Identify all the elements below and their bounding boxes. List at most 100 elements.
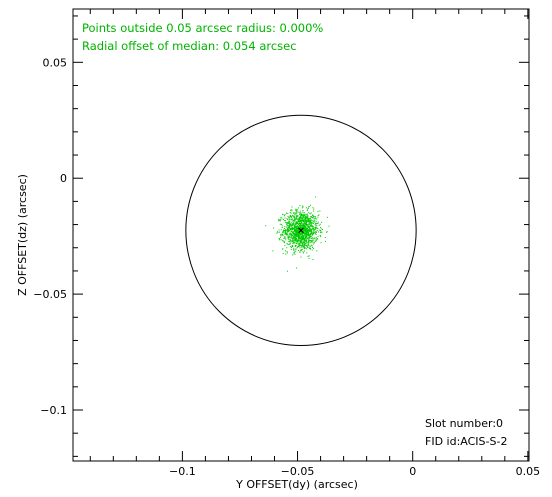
scatter-point xyxy=(293,222,295,224)
scatter-point xyxy=(308,229,310,231)
scatter-point xyxy=(290,233,292,235)
scatter-point xyxy=(301,234,303,236)
scatter-point xyxy=(291,218,293,220)
scatter-point xyxy=(319,234,321,236)
scatter-point xyxy=(297,232,299,234)
scatter-point xyxy=(290,214,292,216)
scatter-point xyxy=(310,225,312,227)
scatter-point xyxy=(304,215,306,217)
scatter-point xyxy=(296,267,298,269)
scatter-point xyxy=(286,243,288,245)
scatter-point xyxy=(304,243,306,245)
scatter-point xyxy=(297,211,299,213)
scatter-point xyxy=(291,216,293,218)
scatter-point xyxy=(300,216,302,218)
scatter-point xyxy=(306,245,308,247)
scatter-point xyxy=(318,224,320,226)
scatter-point xyxy=(293,236,295,238)
scatter-point xyxy=(295,228,297,230)
scatter-point xyxy=(310,245,312,247)
scatter-point xyxy=(296,215,298,217)
scatter-point xyxy=(290,230,292,232)
scatter-point xyxy=(297,223,299,225)
scatter-point xyxy=(298,220,300,222)
scatter-point xyxy=(312,207,314,209)
scatter-point xyxy=(294,238,296,240)
y-tick-label: −0.05 xyxy=(33,288,67,301)
scatter-point xyxy=(295,221,297,223)
scatter-point xyxy=(295,231,297,233)
scatter-point xyxy=(298,243,300,245)
scatter-point xyxy=(303,239,305,241)
scatter-point xyxy=(289,215,291,217)
scatter-point xyxy=(280,220,282,222)
scatter-point xyxy=(311,234,313,236)
scatter-point xyxy=(314,232,316,234)
scatter-point xyxy=(312,232,314,234)
scatter-point xyxy=(284,225,286,227)
scatter-point xyxy=(314,238,316,240)
scatter-point xyxy=(291,222,293,224)
scatter-point xyxy=(295,243,297,245)
scatter-point xyxy=(303,243,305,245)
scatter-point xyxy=(289,212,291,214)
scatter-point xyxy=(277,218,279,220)
scatter-point xyxy=(296,227,298,229)
scatter-point xyxy=(305,220,307,222)
scatter-point xyxy=(280,233,282,235)
scatter-point xyxy=(293,216,295,218)
scatter-point xyxy=(296,228,298,230)
scatter-point xyxy=(310,218,312,220)
scatter-point xyxy=(295,232,297,234)
scatter-point xyxy=(308,247,310,249)
scatter-point xyxy=(290,239,292,241)
scatter-point xyxy=(291,209,293,211)
scatter-point xyxy=(313,229,315,231)
scatter-point xyxy=(305,216,307,218)
scatter-point xyxy=(306,220,308,222)
scatter-point xyxy=(292,246,294,248)
x-axis-label: Y OFFSET(dy) (arcsec) xyxy=(235,478,358,491)
scatter-point xyxy=(302,220,304,222)
scatter-point xyxy=(293,219,295,221)
scatter-point xyxy=(315,216,317,218)
scatter-point xyxy=(288,227,290,229)
scatter-point xyxy=(294,231,296,233)
scatter-point xyxy=(321,228,323,230)
scatter-point xyxy=(285,234,287,236)
scatter-point xyxy=(306,230,308,232)
scatter-point xyxy=(303,216,305,218)
scatter-point xyxy=(310,241,312,243)
scatter-point xyxy=(298,245,300,247)
scatter-point xyxy=(291,214,293,216)
scatter-point xyxy=(315,231,317,233)
scatter-point xyxy=(298,245,300,247)
scatter-point xyxy=(290,246,292,248)
scatter-point xyxy=(289,230,291,232)
scatter-point xyxy=(313,231,315,233)
scatter-point xyxy=(307,234,309,236)
scatter-point xyxy=(305,221,307,223)
scatter-point xyxy=(309,218,311,220)
scatter-point xyxy=(295,223,297,225)
plot-frame xyxy=(72,8,530,462)
scatter-point xyxy=(288,235,290,237)
scatter-point xyxy=(297,215,299,217)
scatter-point xyxy=(299,217,301,219)
scatter-point xyxy=(293,228,295,230)
scatter-point xyxy=(316,222,318,224)
scatter-point xyxy=(278,238,280,240)
scatter-point xyxy=(295,218,297,220)
scatter-point xyxy=(305,233,307,235)
scatter-point xyxy=(310,234,312,236)
scatter-point xyxy=(296,218,298,220)
scatter-point xyxy=(299,251,301,253)
scatter-point xyxy=(286,247,288,249)
scatter-point xyxy=(304,244,306,246)
scatter-point xyxy=(298,225,300,227)
scatter-point xyxy=(308,239,310,241)
scatter-point xyxy=(307,219,309,221)
scatter-point xyxy=(308,233,310,235)
scatter-point xyxy=(306,234,308,236)
scatter-point xyxy=(307,215,309,217)
